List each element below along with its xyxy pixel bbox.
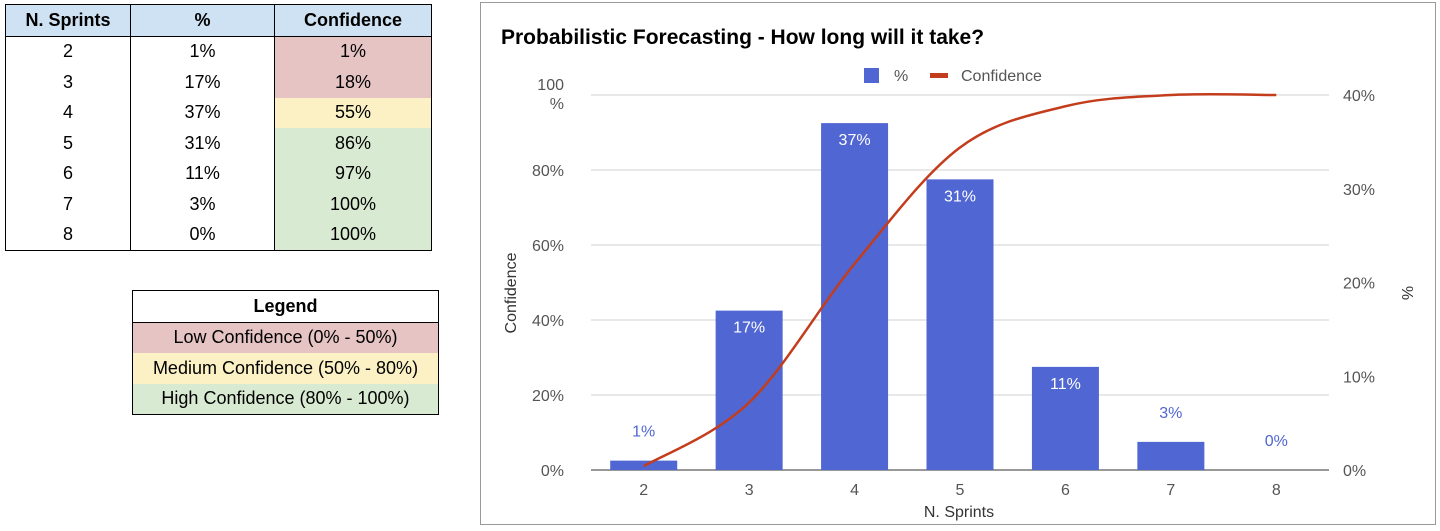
bar-label-4: 37% bbox=[839, 132, 871, 149]
left-tick-label: 60% bbox=[532, 238, 564, 255]
cell-n-sprints: 8 bbox=[5, 219, 131, 251]
table-row: 4 37% 55% bbox=[5, 97, 432, 128]
right-axis-title: % bbox=[1398, 286, 1415, 300]
bar-series bbox=[610, 123, 1205, 470]
cell-percent: 31% bbox=[130, 128, 275, 159]
legend-row: Low Confidence (0% - 50%) bbox=[132, 322, 439, 353]
legend-swatch-line bbox=[930, 73, 948, 78]
cell-n-sprints: 5 bbox=[5, 128, 131, 159]
x-axis-title: N. Sprints bbox=[924, 504, 994, 521]
x-tick-label: 5 bbox=[956, 482, 965, 499]
forecast-chart: Probabilistic Forecasting - How long wil… bbox=[480, 2, 1436, 525]
sprint-data-table: N. Sprints % Confidence 2 1% 1% 3 17% 18% 4 37%… bbox=[5, 4, 432, 251]
legend-row: Medium Confidence (50% - 80%) bbox=[132, 353, 439, 384]
bar-label-3: 17% bbox=[733, 320, 765, 337]
header-confidence: Confidence bbox=[274, 4, 432, 37]
cell-confidence: 55% bbox=[274, 97, 432, 128]
left-tick-top-unit: % bbox=[550, 96, 564, 113]
cell-n-sprints: 4 bbox=[5, 97, 131, 128]
bar-4 bbox=[821, 123, 889, 470]
bar-label-2: 1% bbox=[632, 424, 655, 441]
bar-data-labels: 1% 17% 37% 31% 11% 3% 0% bbox=[632, 132, 1288, 450]
cell-n-sprints: 6 bbox=[5, 158, 131, 189]
cell-percent: 37% bbox=[130, 97, 275, 128]
left-tick-label: 20% bbox=[532, 388, 564, 405]
chart-title: Probabilistic Forecasting - How long wil… bbox=[501, 26, 984, 49]
legend-label-line: Confidence bbox=[961, 68, 1042, 85]
cell-percent: 1% bbox=[130, 36, 275, 67]
line-series bbox=[643, 92, 1277, 468]
cell-confidence: 100% bbox=[274, 189, 432, 220]
cell-percent: 17% bbox=[130, 67, 275, 98]
cell-n-sprints: 3 bbox=[5, 67, 131, 98]
table-row: 5 31% 86% bbox=[5, 128, 432, 159]
cell-confidence: 1% bbox=[274, 36, 432, 67]
confidence-line bbox=[643, 92, 1277, 468]
legend-item-high: High Confidence (80% - 100%) bbox=[132, 383, 439, 415]
cell-n-sprints: 7 bbox=[5, 189, 131, 220]
bar-5 bbox=[926, 179, 994, 470]
bar-label-6: 11% bbox=[1050, 376, 1081, 393]
header-n-sprints: N. Sprints bbox=[5, 4, 131, 37]
cell-confidence: 100% bbox=[274, 219, 432, 251]
chart-svg: Probabilistic Forecasting - How long wil… bbox=[501, 26, 1415, 521]
table-row: 7 3% 100% bbox=[5, 189, 432, 220]
legend-row: High Confidence (80% - 100%) bbox=[132, 383, 439, 415]
cell-n-sprints: 2 bbox=[5, 36, 131, 67]
x-tick-label: 2 bbox=[639, 482, 648, 499]
right-tick-label: 0% bbox=[1343, 463, 1366, 480]
left-axis-ticks: 0% 20% 40% 60% 80% 100% bbox=[532, 77, 564, 480]
legend-title: Legend bbox=[132, 290, 439, 323]
header-percent: % bbox=[130, 4, 275, 37]
cell-confidence: 18% bbox=[274, 67, 432, 98]
x-tick-label: 3 bbox=[745, 482, 754, 499]
bar-label-5: 31% bbox=[944, 188, 976, 205]
x-tick-label: 7 bbox=[1166, 482, 1175, 499]
table-row: 2 1% 1% bbox=[5, 36, 432, 67]
bar-6 bbox=[1031, 366, 1099, 470]
legend-label-bar: % bbox=[894, 68, 908, 85]
legend-swatch-bar bbox=[864, 68, 879, 83]
cell-percent: 3% bbox=[130, 189, 275, 220]
chart-legend: % Confidence bbox=[864, 68, 1042, 85]
x-tick-label: 8 bbox=[1272, 482, 1281, 499]
confidence-legend-table: Legend Low Confidence (0% - 50%) Medium C… bbox=[132, 290, 439, 415]
left-axis-title: Confidence bbox=[503, 252, 520, 333]
cell-percent: 0% bbox=[130, 219, 275, 251]
right-tick-label: 30% bbox=[1343, 182, 1375, 199]
x-tick-label: 6 bbox=[1061, 482, 1070, 499]
table-row: 3 17% 18% bbox=[5, 67, 432, 98]
bar-label-8: 0% bbox=[1265, 433, 1288, 450]
legend-header-row: Legend bbox=[132, 290, 439, 323]
x-tick-label: 4 bbox=[850, 482, 859, 499]
legend-item-low: Low Confidence (0% - 50%) bbox=[132, 322, 439, 353]
left-tick-label: 0% bbox=[541, 463, 564, 480]
table-row: 8 0% 100% bbox=[5, 219, 432, 251]
x-axis-ticks: 2 3 4 5 6 7 8 bbox=[639, 482, 1281, 499]
bar-3 bbox=[715, 310, 783, 470]
left-tick-top-value: 100 bbox=[537, 77, 564, 94]
bar-7 bbox=[1137, 441, 1205, 470]
right-tick-label: 10% bbox=[1343, 369, 1375, 386]
legend-item-med: Medium Confidence (50% - 80%) bbox=[132, 353, 439, 384]
right-axis-ticks: 0% 10% 20% 30% 40% bbox=[1343, 88, 1375, 480]
bar-label-7: 3% bbox=[1159, 405, 1182, 422]
table-header-row: N. Sprints % Confidence bbox=[5, 4, 432, 37]
cell-confidence: 86% bbox=[274, 128, 432, 159]
table-row: 6 11% 97% bbox=[5, 158, 432, 189]
left-tick-label: 80% bbox=[532, 163, 564, 180]
right-tick-label: 40% bbox=[1343, 88, 1375, 105]
cell-percent: 11% bbox=[130, 158, 275, 189]
cell-confidence: 97% bbox=[274, 158, 432, 189]
right-tick-label: 20% bbox=[1343, 276, 1375, 293]
left-tick-label: 40% bbox=[532, 313, 564, 330]
